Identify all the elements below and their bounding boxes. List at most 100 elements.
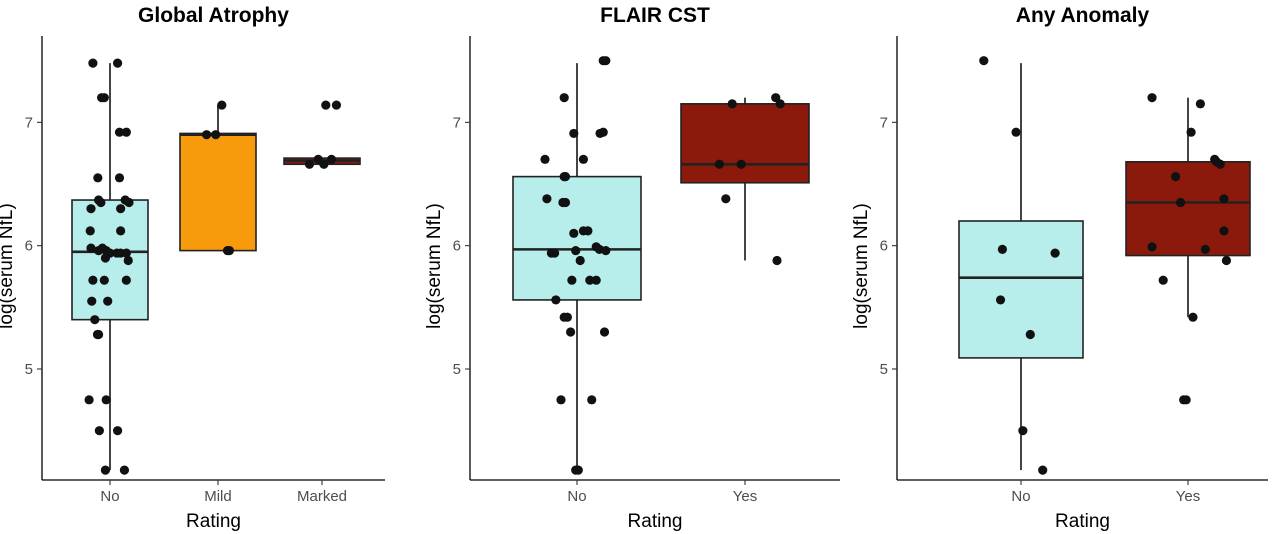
data-point [119,465,130,475]
y-tick-label: 7 [25,114,33,131]
data-point [101,395,111,405]
data-point [601,56,611,66]
data-point [727,99,737,109]
chart-panel-3: Any Anomaly 5 6 7 log(serum NfL) No Yes Rating [851,4,1268,532]
data-point [224,246,234,256]
data-point [556,395,566,405]
data-point [567,275,577,285]
data-point [1147,242,1157,252]
data-point [569,128,579,139]
data-point [578,154,589,164]
data-point [550,248,560,258]
y-axis-title: log(serum NfL) [0,203,17,329]
x-tick-label: No [567,488,586,505]
x-tick-label: No [1011,488,1030,505]
y-tick-label: 5 [25,361,33,378]
y-axis-title: log(serum NfL) [851,203,872,329]
data-point [124,197,134,208]
data-point [211,130,221,140]
data-point [113,58,123,68]
data-point [979,56,989,66]
data-point [721,194,731,204]
data-point [1175,197,1186,208]
x-tick-label: Marked [297,488,347,505]
data-point [1011,127,1021,137]
data-point [1186,127,1196,137]
data-point [96,197,106,208]
y-tick-label: 7 [880,114,888,131]
data-point [1195,99,1205,109]
data-point [121,127,131,137]
data-point [1018,426,1028,436]
data-point [571,246,581,256]
chart-title: Any Anomaly [1016,4,1150,27]
data-point [1219,226,1229,236]
x-axis-title: Rating [628,511,683,532]
data-point [88,58,98,68]
data-point [562,312,573,322]
data-point [1025,329,1035,340]
box-no [958,220,1084,359]
data-point [319,159,329,169]
chart-panel-1: Global Atrophy 5 6 7 log(serum NfL) No Mild Mar… [0,4,385,532]
data-point [585,275,595,285]
data-point [123,255,133,266]
data-point [566,327,576,337]
data-point [87,296,97,306]
data-point [331,100,342,110]
data-point [90,315,100,325]
data-point [99,93,109,103]
data-point [1200,244,1210,254]
data-point [103,296,113,306]
data-point [1171,172,1181,182]
data-point [560,197,571,208]
data-point [587,395,597,405]
y-tick-label: 5 [880,361,888,378]
data-point [575,255,585,266]
data-point [573,465,583,475]
data-point [995,295,1006,305]
y-tick-label: 6 [880,238,888,255]
data-point [121,275,131,285]
data-point [714,159,725,169]
data-point [772,255,782,266]
data-point [116,204,126,214]
data-point [569,228,579,238]
chart-title: Global Atrophy [138,4,289,27]
data-point [1050,248,1060,258]
box-yes [1125,161,1251,257]
chart-title: FLAIR CST [600,4,710,27]
data-point [88,275,98,285]
data-point [121,248,131,258]
y-axis-title: log(serum NfL) [424,203,445,329]
data-point [560,172,571,182]
data-point [114,173,125,183]
x-tick-label: Yes [1176,488,1200,505]
x-tick-label: Yes [733,488,757,505]
data-point [114,127,125,137]
data-point [1219,194,1229,204]
data-point [113,426,123,436]
data-point [1221,255,1232,266]
data-point [583,226,593,236]
data-point [551,295,561,305]
data-point [540,154,550,164]
y-tick-label: 5 [453,361,461,378]
data-point [94,329,104,340]
data-point [1215,159,1225,169]
data-point [116,226,126,236]
data-point [1147,93,1157,103]
data-point [599,327,610,337]
y-tick-label: 7 [453,114,461,131]
chart-panel-2: FLAIR CST 5 6 7 log(serum NfL) No Yes Rating [424,4,840,532]
data-point [559,93,569,103]
data-point [100,465,111,475]
data-point [217,100,227,110]
data-point [85,226,95,236]
data-point [775,99,785,109]
data-point [100,253,111,263]
data-point [94,426,104,436]
data-point [93,173,103,183]
